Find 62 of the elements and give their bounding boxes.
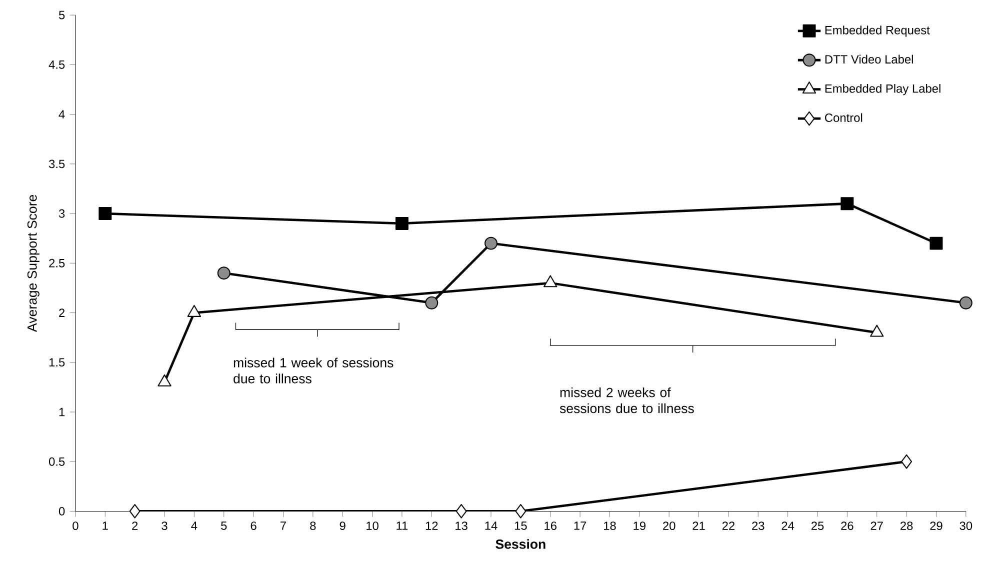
x-tick-label: 8: [310, 522, 316, 530]
x-tick-label: 1: [102, 522, 108, 530]
x-tick-label: 24: [782, 522, 794, 530]
x-tick-label: 22: [722, 522, 734, 530]
y-axis-title: Average Support Score: [27, 195, 40, 332]
x-tick-label: 7: [280, 522, 286, 530]
point: [959, 296, 972, 310]
x-tick-label: 23: [752, 522, 764, 530]
y-tick-label: 0: [58, 507, 65, 516]
annotation: missed 2 weeks of sessions due to illness: [560, 388, 694, 414]
y-tick-label: 2: [59, 308, 65, 318]
x-tick-label: 4: [191, 522, 198, 530]
y-tick-label: 5: [58, 10, 65, 20]
point: [840, 197, 854, 210]
x-tick-label: 13: [456, 522, 468, 530]
x-tick-label: 10: [366, 522, 378, 530]
x-tick-label: 28: [900, 522, 913, 530]
point: [425, 296, 438, 310]
x-tick-label: 11: [396, 522, 408, 530]
x-tick-label: 5: [221, 522, 227, 530]
legend-label: Embedded Request: [825, 26, 930, 37]
x-axis-title: Session: [496, 539, 546, 549]
point: [456, 504, 467, 518]
x-tick-label: 30: [960, 522, 972, 530]
x-tick-label: 18: [604, 522, 616, 530]
x-tick-label: 26: [841, 522, 854, 530]
point: [901, 454, 912, 469]
x-tick-label: 15: [514, 522, 527, 530]
point: [930, 236, 943, 250]
x-tick-label: 6: [250, 522, 256, 530]
x-tick-label: 25: [811, 522, 824, 530]
y-tick-label: 3.5: [48, 160, 65, 168]
x-tick-label: 27: [870, 522, 883, 530]
point: [484, 236, 498, 250]
x-tick-label: 16: [544, 522, 556, 530]
x-tick-label: 29: [930, 522, 942, 530]
y-tick-label: 2.5: [49, 259, 65, 268]
point: [217, 266, 230, 280]
y-tick-label: 1: [59, 408, 65, 416]
legend-label: Control: [825, 113, 862, 122]
annotation: missed 1 week of sessions due to illness: [234, 358, 394, 384]
x-tick-label: 21: [692, 522, 705, 530]
x-tick-label: 14: [485, 522, 498, 530]
legend-label: DTT Video Label: [825, 54, 913, 64]
point: [395, 217, 408, 230]
x-tick-label: 17: [574, 522, 586, 530]
x-tick-label: 3: [162, 522, 168, 530]
y-tick-label: 3: [58, 209, 65, 218]
x-tick-label: 0: [72, 522, 78, 530]
y-tick-label: 1.5: [49, 358, 65, 367]
x-tick-label: 19: [634, 522, 646, 530]
point: [98, 207, 112, 220]
y-tick-label: 4: [58, 110, 65, 118]
y-tick-label: 4.5: [48, 60, 65, 69]
x-tick-label: 12: [426, 522, 438, 530]
point: [515, 504, 526, 518]
x-tick-label: 2: [132, 522, 138, 530]
x-tick-label: 20: [663, 522, 676, 530]
point: [129, 504, 140, 518]
legend-label: Embedded Play Label: [825, 84, 940, 96]
x-tick-label: 9: [340, 522, 346, 530]
y-tick-label: 0.5: [48, 457, 65, 466]
